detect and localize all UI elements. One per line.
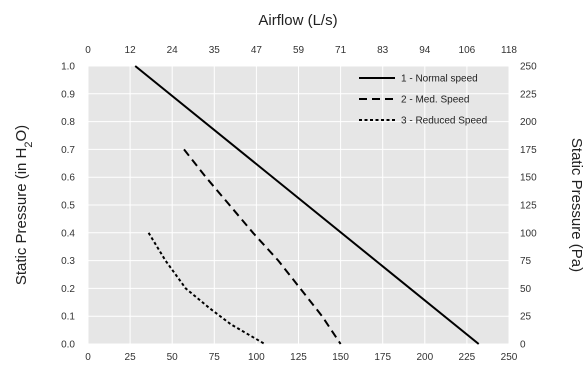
x-top-tick-label: 12 xyxy=(125,45,137,56)
x-top-tick-label: 83 xyxy=(377,45,389,56)
grid xyxy=(87,65,510,345)
y-right-tick-label: 175 xyxy=(520,145,537,156)
legend: 1 - Normal speed 2 - Med. Speed 3 - Reduce… xyxy=(359,74,487,127)
x-top-tick-label: 47 xyxy=(251,45,263,56)
y-left-axis-title: Static Pressure (in H2O) xyxy=(13,125,35,285)
x-bottom-tick-label: 200 xyxy=(416,352,433,363)
x-bottom-tick-label: 150 xyxy=(332,352,349,363)
y-right-tick-label: 75 xyxy=(520,256,532,267)
series-line-1 xyxy=(134,65,480,345)
y-left-axis-title-part-3: O) xyxy=(13,125,30,142)
x-bottom-tick-label: 250 xyxy=(501,352,518,363)
x-bottom-tick-label: 75 xyxy=(209,352,221,363)
x-top-tick-label: 0 xyxy=(85,45,91,56)
y-right-axis-title: Static Pressure (Pa) xyxy=(568,138,585,272)
y-right-tick-label: 250 xyxy=(520,62,537,73)
x-top-tick-label: 94 xyxy=(419,45,431,56)
x-bottom-tick-label: 225 xyxy=(459,352,476,363)
legend-label-3: 3 - Reduced Speed xyxy=(401,116,487,127)
y-right-tick-label: 100 xyxy=(520,228,537,239)
y-right-tick-label: 125 xyxy=(520,201,537,212)
x-top-tick-label: 71 xyxy=(335,45,347,56)
legend-label-1: 1 - Normal speed xyxy=(401,74,478,85)
x-top-tick-label: 35 xyxy=(209,45,221,56)
y-right-tick-label: 50 xyxy=(520,284,532,295)
y-left-tick-label: 0.9 xyxy=(61,89,75,100)
series-group xyxy=(134,65,480,345)
legend-label-2: 2 - Med. Speed xyxy=(401,95,469,106)
x-bottom-tick-label: 175 xyxy=(374,352,391,363)
x-top-tick-label: 24 xyxy=(167,45,179,56)
y-left-tick-label: 0.8 xyxy=(61,117,75,128)
y-right-tick-label: 150 xyxy=(520,173,537,184)
y-left-tick-label: 0.1 xyxy=(61,312,75,323)
y-right-tick-label: 200 xyxy=(520,117,537,128)
y-left-axis-title-part-1: Static Pressure (in H xyxy=(13,148,30,286)
y-right-tick-label: 225 xyxy=(520,89,537,100)
x-bottom-tick-label: 125 xyxy=(290,352,307,363)
x-top-tick-label: 106 xyxy=(459,45,476,56)
y-right-tick-label: 0 xyxy=(520,340,526,351)
x-top-tick-label: 118 xyxy=(501,45,517,56)
x-bottom-tick-label: 25 xyxy=(125,352,137,363)
y-right-tick-label: 25 xyxy=(520,312,532,323)
x-top-tick-label: 59 xyxy=(293,45,305,56)
y-left-tick-label: 0.2 xyxy=(61,284,75,295)
y-left-tick-label: 1.0 xyxy=(61,62,75,73)
x-top-axis-title: Airflow (L/s) xyxy=(258,12,337,29)
y-left-tick-label: 0.4 xyxy=(61,228,75,239)
y-left-tick-label: 0.7 xyxy=(61,145,75,156)
x-bottom-tick-label: 100 xyxy=(248,352,265,363)
y-left-tick-label: 0.3 xyxy=(61,256,75,267)
y-left-tick-label: 0.0 xyxy=(61,340,75,351)
y-left-tick-label: 0.6 xyxy=(61,173,75,184)
x-bottom-tick-label: 0 xyxy=(85,352,91,363)
series-line-2 xyxy=(183,148,342,345)
y-left-tick-label: 0.5 xyxy=(61,201,75,212)
y-left-axis-title-subscript: 2 xyxy=(23,142,35,148)
x-bottom-tick-label: 50 xyxy=(167,352,179,363)
